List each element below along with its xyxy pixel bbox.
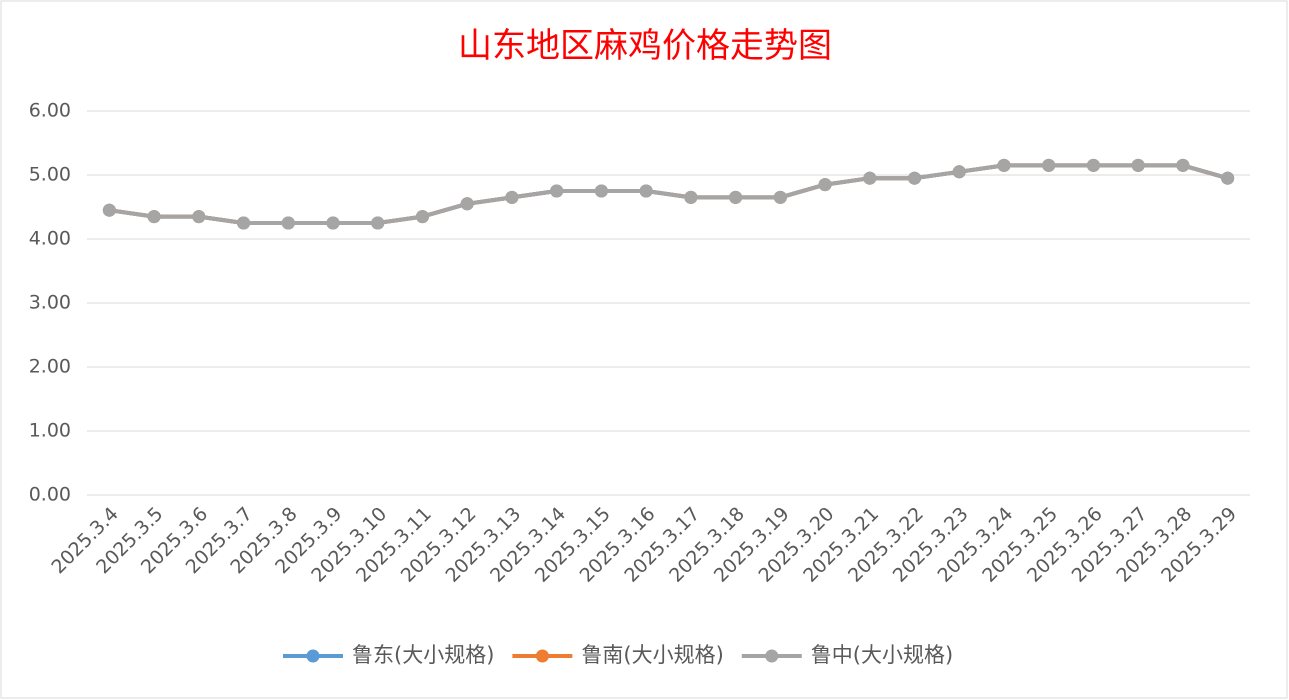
legend-marker [765, 649, 779, 663]
y-tick-label: 6.00 [29, 100, 71, 122]
legend-label: 鲁中(大小规格) [811, 643, 953, 667]
point [1176, 158, 1190, 172]
point [371, 216, 385, 230]
point [1086, 158, 1100, 172]
point [326, 216, 340, 230]
point [818, 178, 832, 192]
point [684, 190, 698, 204]
y-tick-label: 1.00 [29, 420, 71, 442]
y-tick-label: 4.00 [29, 228, 71, 250]
point [908, 171, 922, 185]
legend-marker [535, 649, 549, 663]
y-tick-label: 2.00 [29, 356, 71, 378]
legend-label: 鲁东(大小规格) [352, 643, 494, 667]
point [281, 216, 295, 230]
point [237, 216, 251, 230]
series-line [109, 163, 1229, 225]
point [192, 210, 206, 224]
point [102, 203, 116, 217]
y-tick-label: 5.00 [29, 164, 71, 186]
point [997, 158, 1011, 172]
legend-label: 鲁南(大小规格) [581, 643, 723, 667]
legend-marker [306, 649, 320, 663]
point [460, 197, 474, 211]
point [1221, 171, 1235, 185]
point [1042, 158, 1056, 172]
point [773, 190, 787, 204]
point [729, 190, 743, 204]
point [639, 184, 653, 198]
y-tick-label: 0.00 [29, 484, 71, 506]
point [594, 184, 608, 198]
point [1131, 158, 1145, 172]
point [863, 171, 877, 185]
y-tick-label: 3.00 [29, 292, 71, 314]
point [550, 184, 564, 198]
point [147, 210, 161, 224]
point [505, 190, 519, 204]
point [415, 210, 429, 224]
point [952, 165, 966, 179]
chart-title: 山东地区麻鸡价格走势图 [458, 26, 832, 66]
